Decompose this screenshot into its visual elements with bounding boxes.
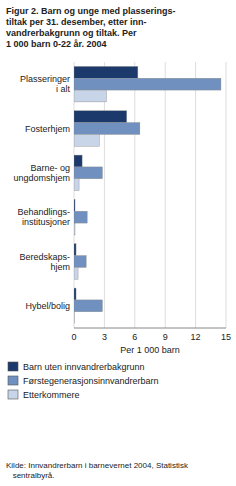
legend: Barn uten innvandrerbakgrunn Førstegenera… <box>8 362 159 400</box>
grid-line <box>134 62 135 328</box>
bar <box>74 179 79 191</box>
bars <box>74 66 221 323</box>
y-tick-label: Hybel/bolig <box>25 301 70 311</box>
title: Figur 2. Barn og unge med plasserings-ti… <box>6 6 176 49</box>
x-axis-label: Per 1 000 barn <box>120 345 180 355</box>
y-tick-label: Behandlings-institusjoner <box>17 207 70 227</box>
legend-label: Barn uten innvandrerbakgrunn <box>23 362 145 372</box>
bar <box>74 267 78 279</box>
y-tick-label: Fosterhjem <box>25 124 70 134</box>
grid-line <box>165 62 166 328</box>
legend-swatch <box>8 362 18 371</box>
source: Kilde: Innvandrerbarn i barnevernet 2004… <box>6 461 189 480</box>
x-axis <box>74 328 226 329</box>
legend-label: Førstegenerasjonsinnvandrerbarn <box>23 376 159 386</box>
bar <box>74 90 106 102</box>
bar <box>74 211 87 223</box>
bar <box>74 167 102 179</box>
legend-swatch <box>8 376 18 385</box>
y-tick-label: Plasseringeri alt <box>20 74 71 94</box>
bar <box>74 199 75 211</box>
x-tick-label: 6 <box>132 332 137 342</box>
bar <box>74 111 127 123</box>
y-tick-label: Barne- ogungdomshjem <box>13 163 70 183</box>
x-tick-label: 0 <box>71 332 76 342</box>
bar <box>74 123 140 135</box>
grid <box>74 62 226 328</box>
bar <box>74 134 99 146</box>
bar <box>74 223 75 235</box>
y-tick-label: Beredskaps-hjem <box>19 252 70 272</box>
bar <box>74 78 221 90</box>
grid-line <box>195 62 196 328</box>
x-tick-label: 9 <box>163 332 168 342</box>
bar <box>74 155 82 167</box>
bar <box>74 288 76 300</box>
x-tick-label: 3 <box>102 332 107 342</box>
legend-label: Etterkommere <box>23 390 80 400</box>
chart: Figur 2. Barn og unge med plasserings-ti… <box>0 0 236 486</box>
x-tick-label: 15 <box>221 332 231 342</box>
bar <box>74 300 102 312</box>
x-tick-label: 12 <box>191 332 201 342</box>
legend-swatch <box>8 390 18 399</box>
bar <box>74 312 75 324</box>
grid-line <box>226 62 227 328</box>
bar <box>74 244 76 256</box>
bar <box>74 66 138 78</box>
bar <box>74 256 86 268</box>
